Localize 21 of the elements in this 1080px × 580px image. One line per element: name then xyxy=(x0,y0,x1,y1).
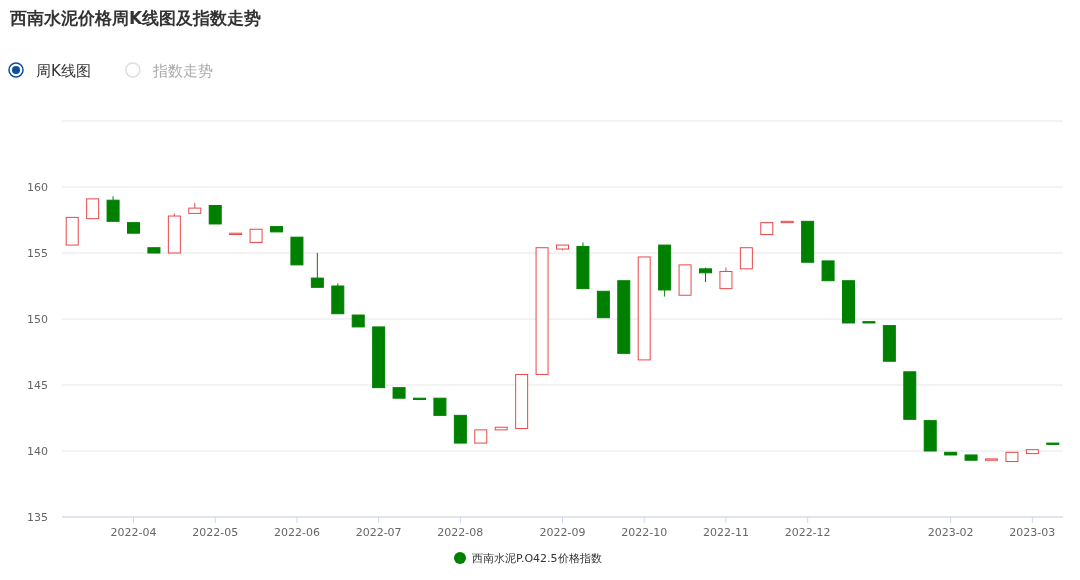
y-tick-label: 160 xyxy=(27,181,48,194)
x-tick-label: 2022-06 xyxy=(273,526,320,539)
y-tick-label: 135 xyxy=(27,511,48,524)
x-tick-label: 2022-12 xyxy=(784,526,831,539)
y-tick-label: 155 xyxy=(27,247,48,260)
x-tick-label: 2022-05 xyxy=(192,526,239,539)
text: 周K线图 xyxy=(36,62,91,80)
text: 指数走势 xyxy=(151,62,213,80)
x-tick-label: 2023-03 xyxy=(1009,526,1056,539)
y-tick-label: 140 xyxy=(27,445,48,458)
x-tick-label: 2022-08 xyxy=(437,526,484,539)
legend: 西南水泥P.O42.5价格指数 xyxy=(454,552,602,565)
x-tick-label: 2022-04 xyxy=(110,526,157,539)
chart-title: 西南水泥价格周K线图及指数走势 xyxy=(9,8,262,28)
x-tick-label: 2023-02 xyxy=(927,526,974,539)
x-tick-label: 2022-11 xyxy=(702,526,749,539)
x-tick-label: 2022-09 xyxy=(539,526,586,539)
x-tick-label: 2022-07 xyxy=(355,526,402,539)
y-tick-label: 150 xyxy=(27,313,48,326)
y-tick-label: 145 xyxy=(27,379,48,392)
x-tick-label: 2022-10 xyxy=(621,526,668,539)
